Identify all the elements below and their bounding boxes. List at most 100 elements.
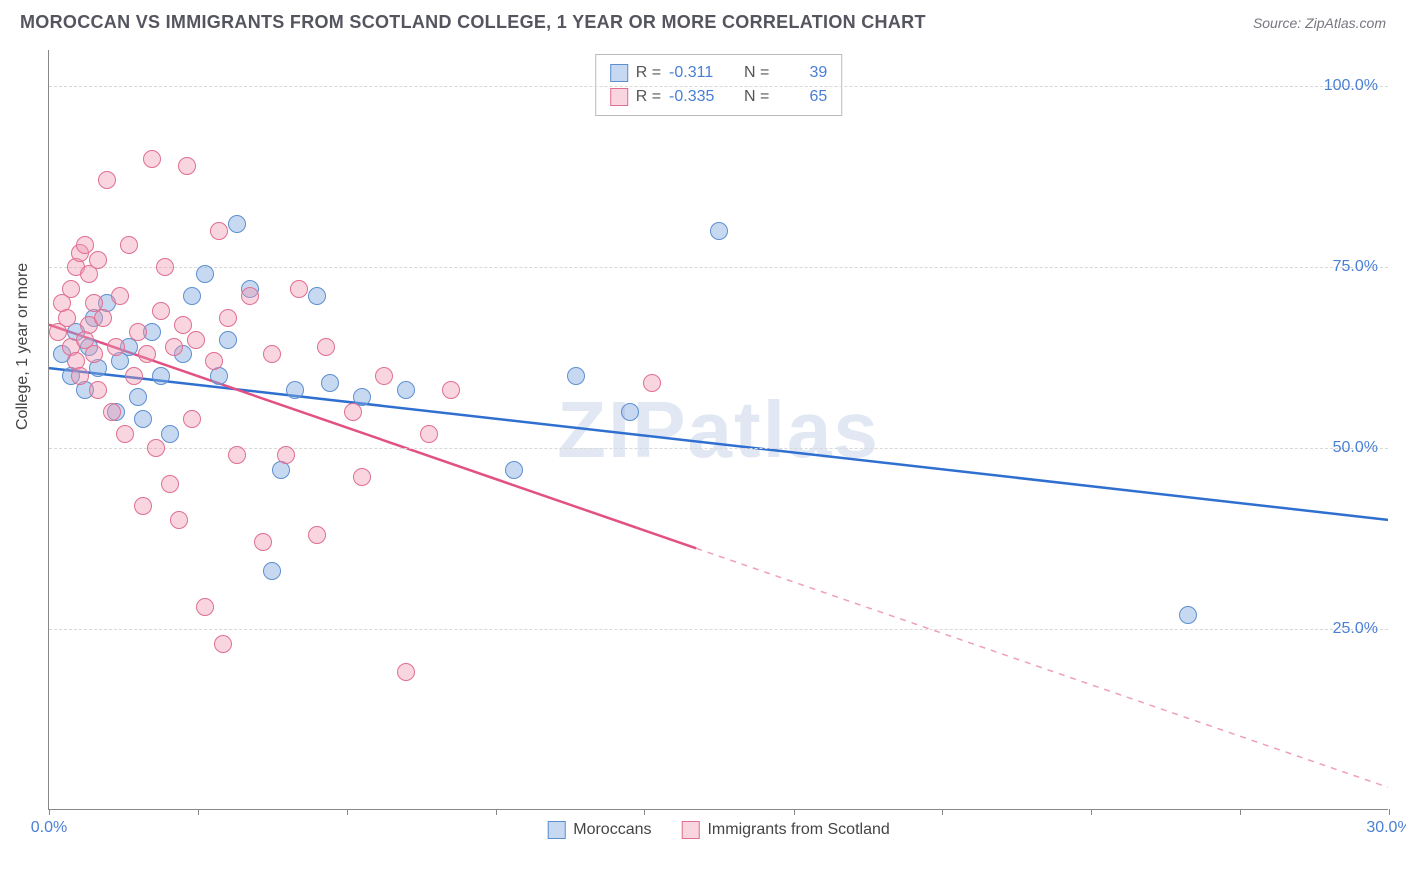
trendline-scotland-dashed — [696, 548, 1388, 787]
x-tick — [942, 809, 943, 815]
x-tick — [496, 809, 497, 815]
r-value-scotland: -0.335 — [669, 85, 719, 109]
scatter-point-scotland — [183, 410, 201, 428]
gridline — [49, 448, 1388, 449]
y-tick-label: 50.0% — [1333, 439, 1378, 457]
legend-label-moroccans: Moroccans — [573, 821, 651, 839]
scatter-point-scotland — [420, 425, 438, 443]
x-tick — [644, 809, 645, 815]
trendlines-layer — [49, 50, 1388, 809]
n-label: N = — [744, 61, 769, 85]
scatter-point-scotland — [161, 475, 179, 493]
y-tick-label: 75.0% — [1333, 258, 1378, 276]
scatter-point-scotland — [138, 345, 156, 363]
x-tick — [198, 809, 199, 815]
n-value-moroccans: 39 — [777, 61, 827, 85]
scatter-point-moroccans — [397, 381, 415, 399]
n-value-scotland: 65 — [777, 85, 827, 109]
x-axis-min-label: 0.0% — [31, 819, 67, 837]
chart-title: MOROCCAN VS IMMIGRANTS FROM SCOTLAND COL… — [20, 12, 926, 33]
scatter-point-moroccans — [321, 374, 339, 392]
gridline — [49, 629, 1388, 630]
source-value: ZipAtlas.com — [1305, 15, 1386, 31]
scatter-point-scotland — [120, 236, 138, 254]
scatter-point-scotland — [196, 598, 214, 616]
scatter-point-scotland — [107, 338, 125, 356]
x-axis-max-label: 30.0% — [1366, 819, 1406, 837]
gridline — [49, 86, 1388, 87]
scatter-point-scotland — [143, 150, 161, 168]
stats-row-moroccans: R = -0.311 N = 39 — [610, 61, 828, 85]
r-value-moroccans: -0.311 — [669, 61, 719, 85]
y-axis-title: College, 1 year or more — [14, 263, 32, 430]
scatter-point-moroccans — [183, 287, 201, 305]
scatter-point-scotland — [219, 309, 237, 327]
scatter-point-moroccans — [286, 381, 304, 399]
y-tick-label: 25.0% — [1333, 620, 1378, 638]
scatter-point-scotland — [94, 309, 112, 327]
scatter-point-scotland — [308, 526, 326, 544]
scatter-point-scotland — [147, 439, 165, 457]
scatter-point-scotland — [58, 309, 76, 327]
scatter-point-moroccans — [161, 425, 179, 443]
gridline — [49, 267, 1388, 268]
scatter-point-scotland — [290, 280, 308, 298]
scatter-point-scotland — [156, 258, 174, 276]
chart-plot-area: ZIPatlas R =-0.311 N =39R =-0.335 N =65 … — [48, 50, 1388, 810]
scatter-point-scotland — [205, 352, 223, 370]
scatter-point-scotland — [89, 251, 107, 269]
scatter-point-moroccans — [621, 403, 639, 421]
scatter-point-scotland — [228, 446, 246, 464]
scatter-point-scotland — [129, 323, 147, 341]
scatter-point-scotland — [85, 345, 103, 363]
scatter-point-scotland — [98, 171, 116, 189]
legend-item-scotland: Immigrants from Scotland — [681, 821, 889, 839]
scatter-point-scotland — [277, 446, 295, 464]
scatter-point-scotland — [353, 468, 371, 486]
y-tick-label: 100.0% — [1324, 77, 1378, 95]
r-label: R = — [636, 61, 661, 85]
legend-swatch-scotland — [681, 821, 699, 839]
n-label: N = — [744, 85, 769, 109]
stats-row-scotland: R = -0.335 N = 65 — [610, 85, 828, 109]
scatter-point-moroccans — [196, 265, 214, 283]
scatter-point-moroccans — [228, 215, 246, 233]
scatter-point-scotland — [125, 367, 143, 385]
scatter-point-moroccans — [219, 331, 237, 349]
scatter-point-scotland — [71, 367, 89, 385]
scatter-point-scotland — [442, 381, 460, 399]
scatter-point-moroccans — [505, 461, 523, 479]
scatter-point-scotland — [317, 338, 335, 356]
header: MOROCCAN VS IMMIGRANTS FROM SCOTLAND COL… — [0, 0, 1406, 41]
scatter-point-moroccans — [263, 562, 281, 580]
scatter-point-scotland — [116, 425, 134, 443]
x-tick — [1240, 809, 1241, 815]
scatter-point-scotland — [134, 497, 152, 515]
scatter-point-scotland — [214, 635, 232, 653]
x-tick — [1389, 809, 1390, 815]
scatter-point-scotland — [76, 236, 94, 254]
scatter-point-moroccans — [567, 367, 585, 385]
source-label: Source: — [1253, 15, 1301, 31]
x-tick — [1091, 809, 1092, 815]
correlation-stats-box: R = -0.311 N = 39 R = -0.335 N = 65 — [595, 54, 843, 116]
scatter-point-moroccans — [1179, 606, 1197, 624]
scatter-point-scotland — [165, 338, 183, 356]
scatter-point-scotland — [89, 381, 107, 399]
scatter-point-moroccans — [710, 222, 728, 240]
legend: Moroccans Immigrants from Scotland — [547, 821, 890, 839]
legend-swatch-moroccans — [610, 64, 628, 82]
legend-label-scotland: Immigrants from Scotland — [707, 821, 889, 839]
trendline-moroccans — [49, 368, 1388, 520]
x-tick — [794, 809, 795, 815]
x-tick — [347, 809, 348, 815]
legend-swatch-scotland — [610, 88, 628, 106]
scatter-point-scotland — [174, 316, 192, 334]
scatter-point-scotland — [152, 302, 170, 320]
legend-item-moroccans: Moroccans — [547, 821, 651, 839]
scatter-point-moroccans — [308, 287, 326, 305]
scatter-point-scotland — [375, 367, 393, 385]
source-attribution: Source: ZipAtlas.com — [1253, 15, 1386, 31]
r-label: R = — [636, 85, 661, 109]
scatter-point-scotland — [241, 287, 259, 305]
